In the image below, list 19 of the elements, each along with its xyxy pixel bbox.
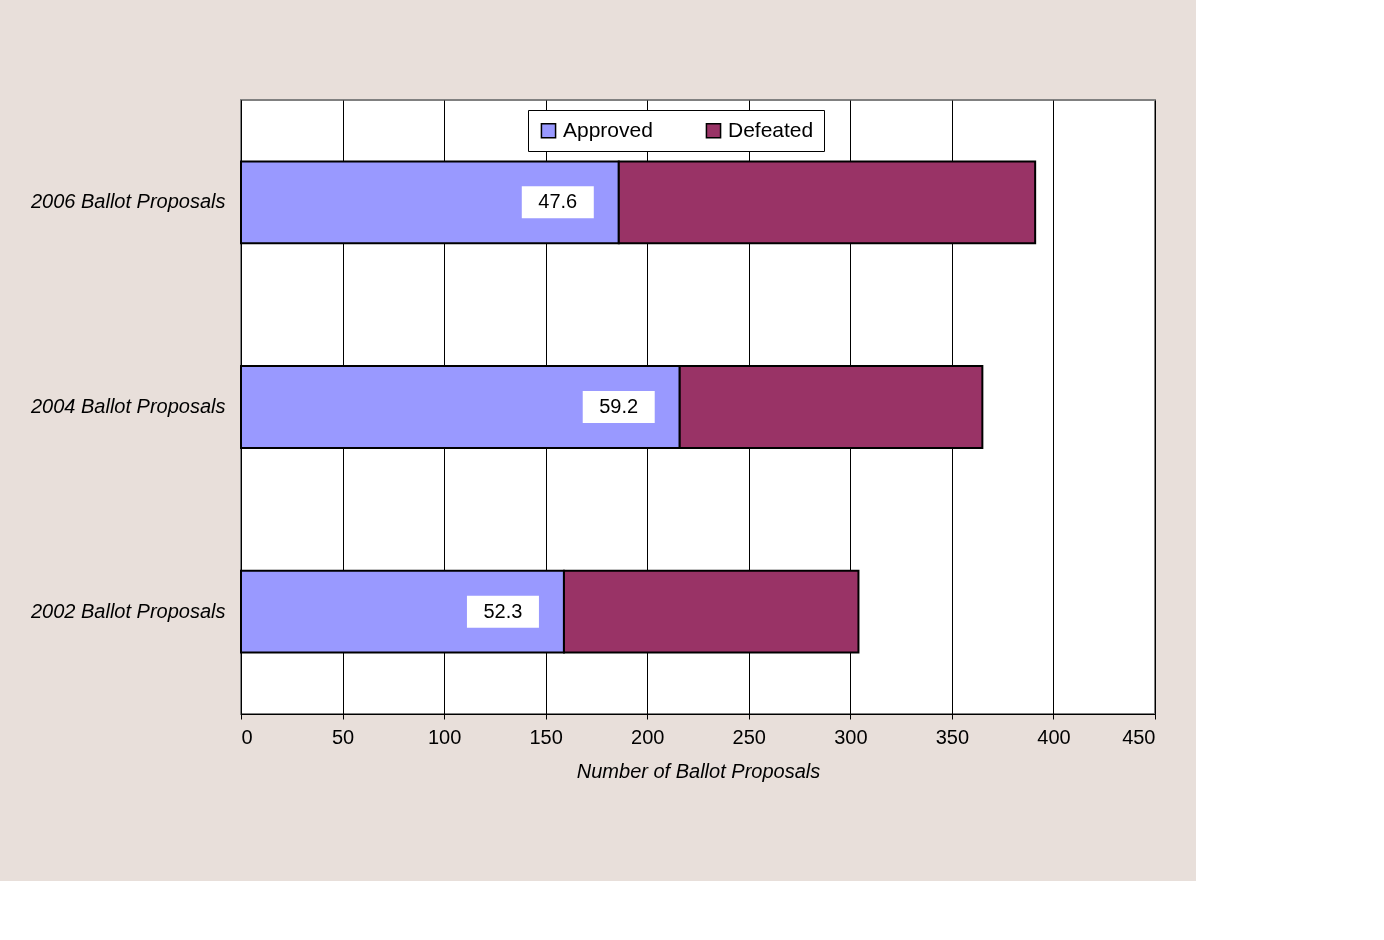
x-tick-label: 300 [834,725,868,748]
y-tick-label: 2004 Ballot Proposals [29,395,226,417]
x-tick-label: 450 [1122,725,1156,748]
x-tick-label: 400 [1037,725,1071,748]
annotation: 47.6 [538,190,578,213]
x-tick-label: 250 [732,725,766,748]
annotation: 52.3 [483,599,523,622]
annotation: 59.2 [599,395,639,417]
x-tick-label: 50 [331,725,355,748]
x-tick-label: 350 [935,725,970,748]
x-tick-label: 200 [631,725,665,748]
x-axis-title: Number of Ballot Proposals [576,759,821,782]
legend-label: Defeated [728,117,814,141]
y-tick-label: 2006 Ballot Proposals [29,190,226,213]
y-tick-label: 2002 Ballot Proposals [29,599,226,622]
x-tick-label: 0 [241,725,253,748]
legend-label: Approved [563,117,653,141]
x-tick-label: 100 [427,725,462,748]
x-tick-label: 150 [529,725,563,748]
